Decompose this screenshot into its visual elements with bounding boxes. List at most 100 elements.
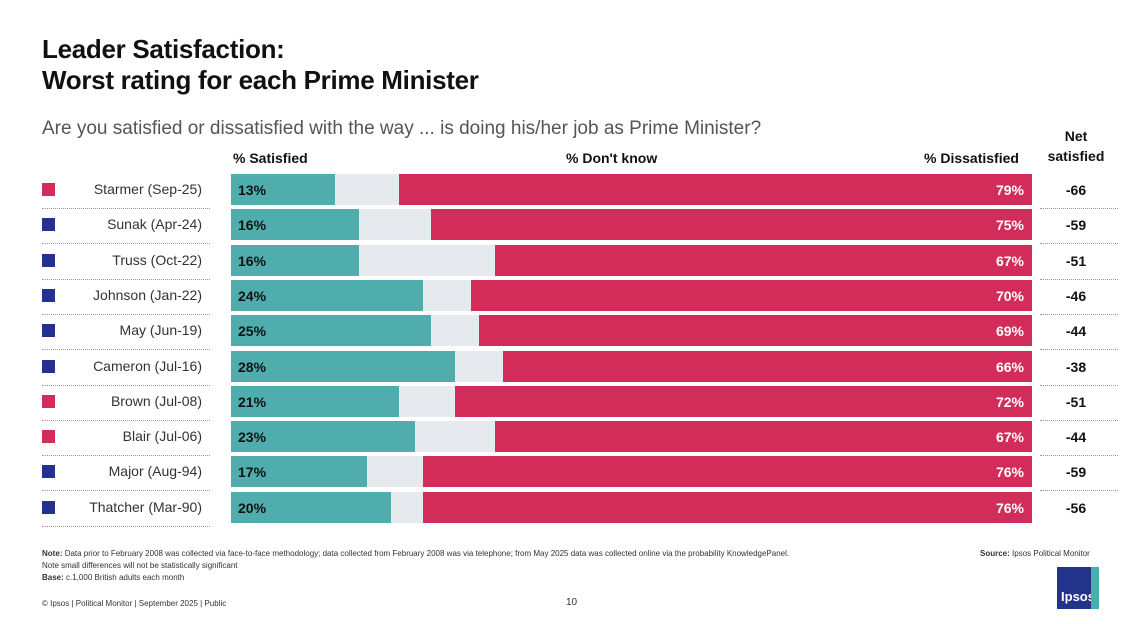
- net-satisfied-value: -38: [1065, 358, 1087, 375]
- chart-row: May (Jun-19) 25% 69% -44: [0, 315, 1135, 351]
- net-divider: [1040, 384, 1118, 386]
- copyright: © Ipsos | Political Monitor | September …: [42, 599, 227, 608]
- bar-satisfied: [231, 491, 392, 523]
- leader-label: Thatcher (Mar-90): [89, 498, 202, 515]
- bar-dont-know: [423, 279, 472, 311]
- chart-row: Cameron (Jul-16) 28% 66% -38: [0, 350, 1135, 386]
- leader-label: Sunak (Apr-24): [107, 216, 202, 233]
- bar-dissatisfied: [423, 491, 1032, 523]
- footer-base: Base: c.1,000 British adults each month: [42, 572, 184, 584]
- net-divider: [1040, 419, 1118, 421]
- header-satisfied: % Satisfied: [233, 150, 308, 166]
- bar-dont-know: [399, 385, 456, 417]
- chart-row: Blair (Jul-06) 23% 67% -44: [0, 421, 1135, 457]
- bar-dissatisfied: [495, 244, 1032, 276]
- chart-title: Leader Satisfaction: Worst rating for eac…: [42, 34, 479, 96]
- header-dissatisfied: % Dissatisfied: [924, 150, 1019, 166]
- row-divider: [42, 384, 210, 386]
- dissatisfied-label: 76%: [995, 499, 1024, 516]
- leader-label: Johnson (Jan-22): [93, 286, 202, 303]
- dissatisfied-label: 67%: [995, 429, 1024, 446]
- leader-label: Cameron (Jul-16): [93, 357, 202, 374]
- net-header-line-1: Net: [1064, 128, 1088, 144]
- bar-satisfied: [231, 174, 336, 205]
- net-satisfied-value: -66: [1065, 182, 1087, 198]
- bar-dissatisfied: [495, 421, 1032, 453]
- bar-dissatisfied: [471, 279, 1032, 311]
- party-swatch: [42, 500, 55, 514]
- title-line-2: Worst rating for each Prime Minister: [42, 65, 479, 95]
- dissatisfied-label: 70%: [995, 287, 1024, 304]
- net-divider: [1040, 278, 1118, 280]
- net-satisfied-value: -44: [1065, 323, 1087, 340]
- party-swatch: [42, 253, 55, 267]
- satisfied-label: 28%: [238, 358, 267, 375]
- dissatisfied-label: 69%: [995, 323, 1024, 340]
- row-divider: [42, 455, 210, 457]
- dissatisfied-label: 66%: [995, 358, 1024, 375]
- party-swatch: [42, 465, 55, 479]
- title-line-1: Leader Satisfaction:: [42, 34, 285, 64]
- party-swatch: [42, 394, 55, 408]
- ipsos-logo: Ipsos: [1057, 567, 1099, 609]
- leader-label: Blair (Jul-06): [122, 428, 202, 445]
- satisfied-label: 25%: [238, 323, 267, 340]
- bar-dont-know: [391, 491, 424, 523]
- row-divider: [42, 419, 210, 421]
- bar-dont-know: [359, 244, 496, 276]
- source-label: Source:: [980, 549, 1010, 558]
- leader-label: Truss (Oct-22): [112, 251, 202, 268]
- net-satisfied-value: -59: [1065, 217, 1087, 234]
- bar-dissatisfied: [479, 315, 1032, 347]
- page-number: 10: [566, 597, 578, 608]
- bar-dont-know: [359, 209, 432, 241]
- leader-label: May (Jun-19): [119, 322, 202, 339]
- row-divider: [42, 278, 210, 280]
- bar-dont-know: [455, 350, 504, 382]
- net-satisfied-value: -51: [1065, 393, 1087, 410]
- satisfied-label: 16%: [238, 217, 267, 234]
- bar-dissatisfied: [503, 350, 1032, 382]
- party-swatch: [42, 324, 55, 338]
- chart-row: Sunak (Apr-24) 16% 75% -59: [0, 209, 1135, 245]
- bar-dissatisfied: [399, 174, 1032, 205]
- dissatisfied-label: 79%: [995, 182, 1024, 198]
- row-divider: [42, 490, 210, 492]
- bar-satisfied: [231, 385, 400, 417]
- dissatisfied-label: 76%: [995, 464, 1024, 481]
- net-satisfied-value: -56: [1065, 499, 1087, 516]
- footer-source: Source: Ipsos Political Monitor: [980, 548, 1090, 560]
- dissatisfied-label: 75%: [995, 217, 1024, 234]
- satisfied-label: 13%: [238, 182, 267, 198]
- row-divider: [42, 349, 210, 351]
- party-swatch: [42, 288, 55, 302]
- net-satisfied-value: -46: [1065, 287, 1087, 304]
- dissatisfied-label: 67%: [995, 252, 1024, 269]
- satisfied-label: 23%: [238, 429, 267, 446]
- bar-satisfied: [231, 279, 424, 311]
- chart-row: Starmer (Sep-25) 13% 79% -66: [0, 174, 1135, 209]
- bar-dissatisfied: [455, 385, 1032, 417]
- party-swatch: [42, 430, 55, 444]
- source-text: Ipsos Political Monitor: [1012, 549, 1090, 558]
- question-subtitle: Are you satisfied or dissatisfied with t…: [42, 118, 762, 139]
- bar-dissatisfied: [431, 209, 1032, 241]
- satisfied-label: 24%: [238, 287, 267, 304]
- chart-row: Brown (Jul-08) 21% 72% -51: [0, 385, 1135, 421]
- bar-satisfied: [231, 244, 360, 276]
- base-label: Base:: [42, 573, 64, 582]
- bar-dont-know: [367, 456, 424, 488]
- satisfied-label: 16%: [238, 252, 267, 269]
- bar-satisfied: [231, 209, 360, 241]
- net-divider: [1040, 208, 1118, 209]
- satisfied-label: 20%: [238, 499, 267, 516]
- net-satisfied-value: -44: [1065, 429, 1087, 446]
- base-text: c.1,000 British adults each month: [66, 573, 185, 582]
- leader-label: Major (Aug-94): [108, 463, 202, 480]
- net-header-line-2: satisfied: [1047, 148, 1105, 164]
- note-label: Note:: [42, 549, 63, 558]
- leader-label: Starmer (Sep-25): [93, 181, 202, 197]
- footer-note: Note: Data prior to February 2008 was co…: [42, 548, 802, 572]
- chart-row: Truss (Oct-22) 16% 67% -51: [0, 244, 1135, 280]
- bar-satisfied: [231, 350, 456, 382]
